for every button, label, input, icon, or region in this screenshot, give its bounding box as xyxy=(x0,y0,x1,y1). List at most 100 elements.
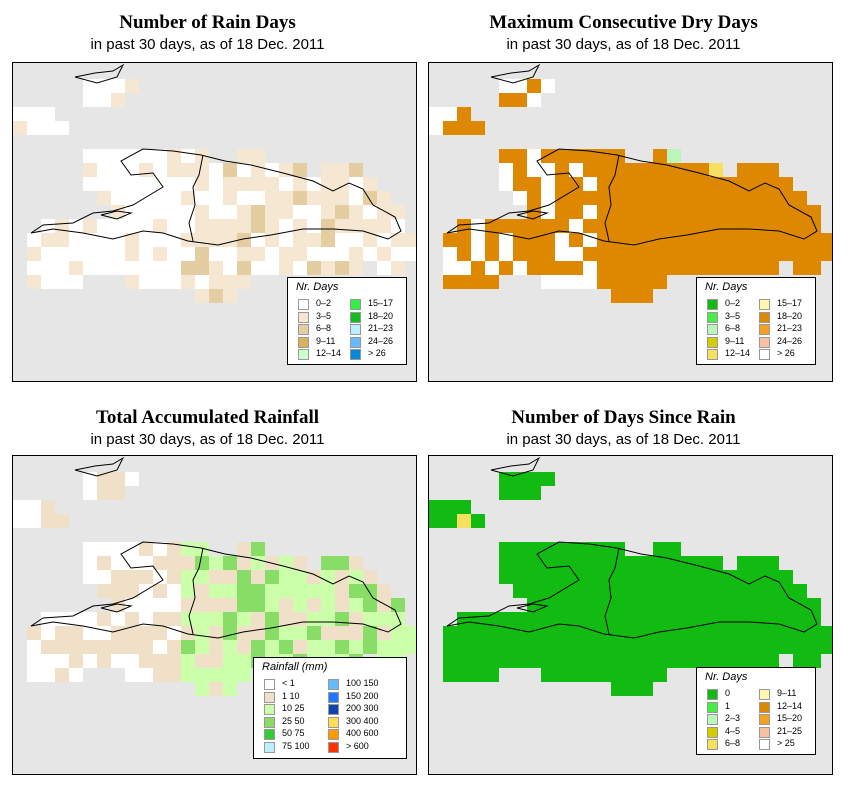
map-cell xyxy=(153,191,167,205)
map-cell xyxy=(555,149,569,163)
map-cell xyxy=(583,612,597,626)
legend-label: 9–11 xyxy=(725,335,745,346)
map-cell xyxy=(667,640,681,654)
map-cell xyxy=(695,219,709,233)
map-cell xyxy=(625,261,639,275)
map-cell xyxy=(27,261,41,275)
map-cell xyxy=(765,640,779,654)
map-cell xyxy=(111,584,125,598)
map-cell xyxy=(513,233,527,247)
map-cell xyxy=(391,598,405,612)
map-cell xyxy=(583,584,597,598)
legend-swatch xyxy=(759,726,770,738)
map-cell xyxy=(139,191,153,205)
map-cell xyxy=(279,612,293,626)
map-cell xyxy=(167,191,181,205)
map-cell xyxy=(349,598,363,612)
map-cell xyxy=(457,668,471,682)
map-cell xyxy=(55,654,69,668)
map-cell xyxy=(751,247,765,261)
legend-swatch xyxy=(759,739,770,750)
map-cell xyxy=(597,584,611,598)
map-cell xyxy=(167,654,181,668)
legend-swatch xyxy=(264,691,275,703)
map-cell xyxy=(527,640,541,654)
map-cell xyxy=(695,261,709,275)
map-cell xyxy=(695,205,709,219)
map-cell xyxy=(251,626,265,640)
legend-label: 6–8 xyxy=(316,323,332,333)
map-cell xyxy=(27,233,41,247)
map-cell xyxy=(293,191,307,205)
map-cell xyxy=(27,500,41,514)
map-cell xyxy=(765,205,779,219)
map-cell xyxy=(429,121,443,135)
map-cell xyxy=(737,163,751,177)
map-cell xyxy=(153,584,167,598)
map-cell xyxy=(237,598,251,612)
map-cell xyxy=(499,626,513,640)
map-cell xyxy=(363,177,377,191)
map-cell xyxy=(321,640,335,654)
map-cell xyxy=(513,640,527,654)
legend-label: 4–5 xyxy=(725,725,741,736)
legend-label: 100 150 xyxy=(346,678,379,688)
map-cell xyxy=(167,542,181,556)
map-cell xyxy=(237,149,251,163)
map-cell xyxy=(181,261,195,275)
map-cell xyxy=(195,598,209,612)
map-cell xyxy=(639,177,653,191)
map-cell xyxy=(139,219,153,233)
map-cell xyxy=(125,542,139,556)
map-cell xyxy=(377,219,391,233)
map-cell xyxy=(653,668,667,682)
map-cell xyxy=(237,219,251,233)
map-cell xyxy=(625,584,639,598)
map-cell xyxy=(457,514,471,528)
map-cell xyxy=(167,556,181,570)
legend-label: 15–17 xyxy=(777,298,803,308)
map-cell xyxy=(541,191,555,205)
map-cell xyxy=(765,247,779,261)
map-cell xyxy=(611,542,625,556)
map-cell xyxy=(139,247,153,261)
map-cell xyxy=(667,570,681,584)
map-cell xyxy=(625,191,639,205)
map-cell xyxy=(793,261,807,275)
map-cell xyxy=(377,640,391,654)
map-cell xyxy=(195,191,209,205)
map-cell xyxy=(695,163,709,177)
map-cell xyxy=(485,640,499,654)
map-cell xyxy=(737,205,751,219)
map-cell xyxy=(751,219,765,233)
map-cell xyxy=(321,261,335,275)
legend-swatch xyxy=(350,349,361,360)
map-cell xyxy=(611,682,625,696)
map-cell xyxy=(363,598,377,612)
map-cell xyxy=(583,191,597,205)
map-cell xyxy=(293,584,307,598)
map-cell xyxy=(779,247,793,261)
map-cell xyxy=(83,612,97,626)
map-cell xyxy=(335,612,349,626)
map-cell xyxy=(111,570,125,584)
legend-swatch xyxy=(350,324,361,335)
map-cell xyxy=(335,233,349,247)
map-cell xyxy=(167,163,181,177)
map-cell xyxy=(391,205,405,219)
map-cell xyxy=(111,79,125,93)
map-cell xyxy=(307,205,321,219)
map-cell xyxy=(335,247,349,261)
map-cell xyxy=(653,233,667,247)
map-cell xyxy=(83,626,97,640)
map-cell xyxy=(377,191,391,205)
map-cell xyxy=(527,612,541,626)
map-cell xyxy=(611,556,625,570)
map-cell xyxy=(625,668,639,682)
map-cell xyxy=(13,121,27,135)
map-cell xyxy=(125,177,139,191)
map-cell xyxy=(83,261,97,275)
map-cell xyxy=(209,191,223,205)
map-cell xyxy=(279,626,293,640)
map-cell xyxy=(471,514,485,528)
